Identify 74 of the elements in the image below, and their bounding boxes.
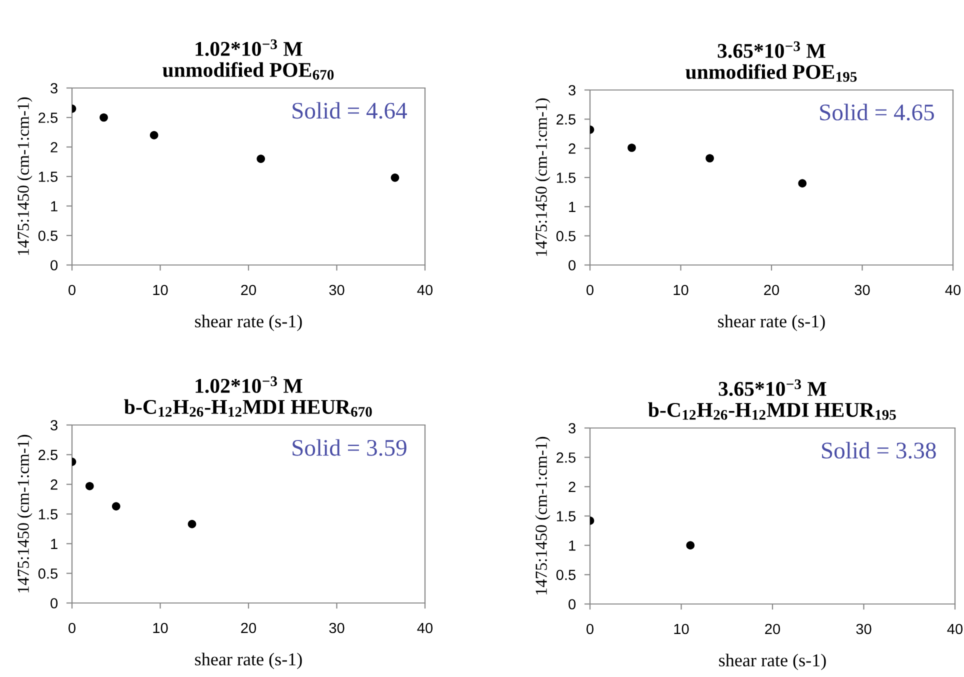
chart-title: 1.02*10$^{−3}$ M unmodified POE$_{670}$ [162,39,334,80]
x-tick-label: 30 [329,622,344,634]
y-tick-label: 3 [50,83,58,94]
x-tick-label: 30 [856,624,872,634]
x-tick-label: 30 [329,284,344,296]
y-tick-label: 1 [51,538,58,549]
y-tick-label: 3 [50,420,58,430]
y-axis-title: 1475:1450 (cm-1:cm-1) [17,434,32,592]
chart-title: 1.02*10$^{−3}$ M b-C$_{12}$H$_{26}$-H$_{12}$MDI HEUR$_{670}$ [124,376,372,417]
x-tick-label: 40 [417,284,433,296]
x-tick-label: 10 [153,284,168,296]
y-tick-label: 3 [568,85,576,96]
annotation: Solid = 4.65 [820,104,934,121]
y-tick-label: 2.5 [38,450,58,460]
y-tick-label: 2.5 [556,114,576,125]
x-tick-label: 20 [764,284,780,296]
x-axis-title: shear rate (s-1) [195,652,302,670]
x-tick-label: 20 [241,284,256,296]
y-axis-title: 1475:1450 (cm-1:cm-1) [535,98,550,256]
x-tick-label: 10 [674,284,688,296]
y-axis-title: 1475:1450 (cm-1:cm-1) [535,436,550,594]
y-tick-label: 1 [569,202,576,212]
chart-title: 3.65*10$^{−3}$ M b-C$_{12}$H$_{26}$-H$_{12}$MDI HEUR$_{195}$ [648,379,896,420]
y-tick-label: 0.5 [38,568,58,579]
x-axis-title: shear rate (s-1) [718,314,825,332]
y-tick-label: 1 [51,201,58,212]
x-tick-label: 20 [241,622,256,634]
x-tick-label: 0 [586,624,594,634]
annotation: Solid = 4.64 [292,102,407,119]
y-tick-label: 1.5 [38,172,58,182]
point [150,131,158,140]
point [256,154,266,163]
y-tick-label: 2 [50,142,58,152]
y-tick-label: 0.5 [556,570,576,580]
point [112,502,120,510]
y-tick-label: 2.5 [556,452,576,463]
y-tick-label: 0 [568,599,576,610]
y-tick-label: 2 [50,479,58,490]
x-tick-label: 20 [765,624,780,634]
y-tick-label: 0 [568,260,576,270]
y-tick-label: 1.5 [556,511,576,522]
point [706,154,714,162]
x-tick-label: 40 [947,624,963,634]
y-tick-label: 0.5 [38,230,58,241]
x-tick-label: 10 [153,622,168,634]
x-axis-title: shear rate (s-1) [719,654,826,670]
y-tick-label: 0.5 [556,230,576,242]
x-tick-label: 40 [945,284,961,296]
y-tick-label: 2.5 [38,112,58,123]
y-tick-label: 2 [568,482,576,492]
point [390,174,400,182]
y-tick-label: 0 [50,598,58,608]
x-tick-label: 40 [417,622,433,634]
y-tick-label: 2 [568,143,576,154]
y-tick-label: 1.5 [38,509,58,520]
annotation: Solid = 3.38 [822,442,936,459]
x-tick-label: 0 [586,284,594,296]
point [628,144,636,152]
point [85,482,94,490]
y-tick-label: 1.5 [556,172,576,183]
annotation: Solid = 3.59 [292,439,406,456]
y-axis-title: 1475:1450 (cm-1:cm-1) [17,97,32,255]
x-tick-label: 10 [674,624,689,634]
x-tick-label: 0 [68,622,76,634]
x-axis-title: shear rate (s-1) [195,314,302,332]
y-tick-label: 1 [569,540,576,551]
point [798,179,807,188]
x-tick-label: 30 [854,284,870,296]
y-tick-label: 0 [50,260,58,270]
point [188,520,196,528]
chart-title: 3.65*10$^{−3}$ M unmodified POE$_{195}$ [686,41,857,82]
point [100,113,108,122]
y-tick-label: 3 [568,423,576,434]
x-tick-label: 0 [68,284,76,296]
